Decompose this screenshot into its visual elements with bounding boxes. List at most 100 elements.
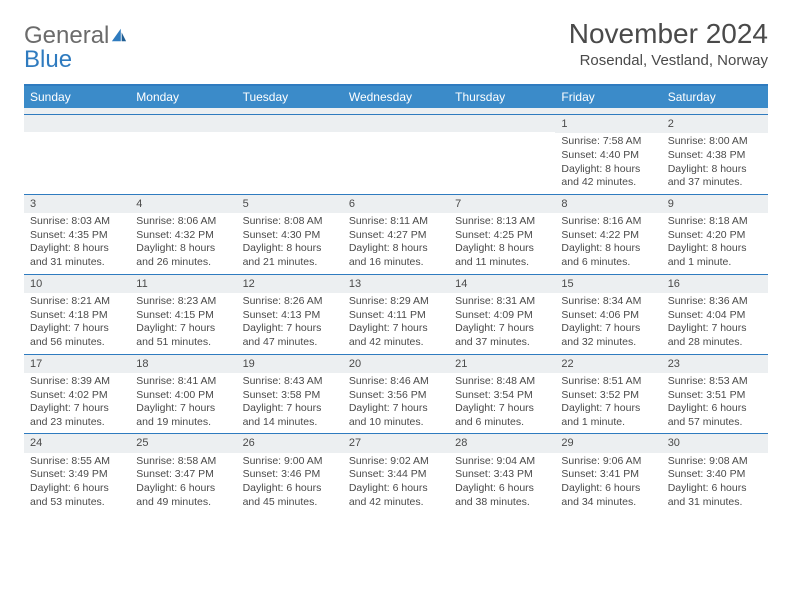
day-cell: 15Sunrise: 8:34 AMSunset: 4:06 PMDayligh… [555,275,661,354]
daylight-text: Daylight: 8 hours and 26 minutes. [136,242,230,269]
day-number: 26 [237,434,343,452]
sunrise-text: Sunrise: 9:08 AM [668,455,762,469]
day-header-row: SundayMondayTuesdayWednesdayThursdayFrid… [24,86,768,108]
day-body: Sunrise: 8:51 AMSunset: 3:52 PMDaylight:… [555,373,661,434]
day-number: 25 [130,434,236,452]
day-cell: 30Sunrise: 9:08 AMSunset: 3:40 PMDayligh… [662,434,768,513]
daylight-text: Daylight: 8 hours and 21 minutes. [243,242,337,269]
day-cell: 26Sunrise: 9:00 AMSunset: 3:46 PMDayligh… [237,434,343,513]
day-number: 21 [449,355,555,373]
sunrise-text: Sunrise: 8:53 AM [668,375,762,389]
daylight-text: Daylight: 7 hours and 28 minutes. [668,322,762,349]
sunset-text: Sunset: 4:18 PM [30,309,124,323]
daylight-text: Daylight: 6 hours and 45 minutes. [243,482,337,509]
sunrise-text: Sunrise: 8:08 AM [243,215,337,229]
sunset-text: Sunset: 4:25 PM [455,229,549,243]
day-number: 15 [555,275,661,293]
sunset-text: Sunset: 4:09 PM [455,309,549,323]
day-cell: 18Sunrise: 8:41 AMSunset: 4:00 PMDayligh… [130,355,236,434]
sunrise-text: Sunrise: 8:39 AM [30,375,124,389]
day-body: Sunrise: 9:06 AMSunset: 3:41 PMDaylight:… [555,453,661,514]
sunset-text: Sunset: 3:43 PM [455,468,549,482]
daylight-text: Daylight: 7 hours and 51 minutes. [136,322,230,349]
day-body: Sunrise: 8:00 AMSunset: 4:38 PMDaylight:… [662,133,768,194]
logo: GeneralBlue [24,18,128,72]
daylight-text: Daylight: 8 hours and 31 minutes. [30,242,124,269]
day-number: 28 [449,434,555,452]
sunset-text: Sunset: 4:04 PM [668,309,762,323]
day-number: 27 [343,434,449,452]
day-header: Friday [555,86,661,108]
daylight-text: Daylight: 7 hours and 56 minutes. [30,322,124,349]
day-cell: 25Sunrise: 8:58 AMSunset: 3:47 PMDayligh… [130,434,236,513]
day-body: Sunrise: 8:53 AMSunset: 3:51 PMDaylight:… [662,373,768,434]
week-row: 10Sunrise: 8:21 AMSunset: 4:18 PMDayligh… [24,274,768,354]
daylight-text: Daylight: 7 hours and 10 minutes. [349,402,443,429]
day-cell: 24Sunrise: 8:55 AMSunset: 3:49 PMDayligh… [24,434,130,513]
sunset-text: Sunset: 3:47 PM [136,468,230,482]
sunrise-text: Sunrise: 8:21 AM [30,295,124,309]
day-number: 29 [555,434,661,452]
day-body: Sunrise: 8:34 AMSunset: 4:06 PMDaylight:… [555,293,661,354]
daylight-text: Daylight: 7 hours and 23 minutes. [30,402,124,429]
sunrise-text: Sunrise: 8:06 AM [136,215,230,229]
sunrise-text: Sunrise: 8:34 AM [561,295,655,309]
sunset-text: Sunset: 3:40 PM [668,468,762,482]
sunset-text: Sunset: 4:06 PM [561,309,655,323]
day-body: Sunrise: 8:41 AMSunset: 4:00 PMDaylight:… [130,373,236,434]
sunset-text: Sunset: 3:49 PM [30,468,124,482]
day-number: 1 [555,115,661,133]
sunrise-text: Sunrise: 8:31 AM [455,295,549,309]
day-number: 9 [662,195,768,213]
day-cell: 11Sunrise: 8:23 AMSunset: 4:15 PMDayligh… [130,275,236,354]
sunset-text: Sunset: 4:32 PM [136,229,230,243]
daylight-text: Daylight: 7 hours and 32 minutes. [561,322,655,349]
sunset-text: Sunset: 3:54 PM [455,389,549,403]
day-cell: 27Sunrise: 9:02 AMSunset: 3:44 PMDayligh… [343,434,449,513]
week-row: 17Sunrise: 8:39 AMSunset: 4:02 PMDayligh… [24,354,768,434]
day-body: Sunrise: 9:02 AMSunset: 3:44 PMDaylight:… [343,453,449,514]
day-cell: 1Sunrise: 7:58 AMSunset: 4:40 PMDaylight… [555,115,661,194]
day-cell: 29Sunrise: 9:06 AMSunset: 3:41 PMDayligh… [555,434,661,513]
sunrise-text: Sunrise: 8:58 AM [136,455,230,469]
sunset-text: Sunset: 4:00 PM [136,389,230,403]
day-body: Sunrise: 8:06 AMSunset: 4:32 PMDaylight:… [130,213,236,274]
daylight-text: Daylight: 8 hours and 11 minutes. [455,242,549,269]
day-cell: 14Sunrise: 8:31 AMSunset: 4:09 PMDayligh… [449,275,555,354]
day-number: 16 [662,275,768,293]
sunrise-text: Sunrise: 8:26 AM [243,295,337,309]
week-row: 24Sunrise: 8:55 AMSunset: 3:49 PMDayligh… [24,433,768,513]
sunset-text: Sunset: 3:44 PM [349,468,443,482]
day-body: Sunrise: 8:55 AMSunset: 3:49 PMDaylight:… [24,453,130,514]
day-body: Sunrise: 8:31 AMSunset: 4:09 PMDaylight:… [449,293,555,354]
sunrise-text: Sunrise: 7:58 AM [561,135,655,149]
day-body: Sunrise: 8:39 AMSunset: 4:02 PMDaylight:… [24,373,130,434]
day-body: Sunrise: 8:08 AMSunset: 4:30 PMDaylight:… [237,213,343,274]
sunrise-text: Sunrise: 8:13 AM [455,215,549,229]
sunset-text: Sunset: 3:46 PM [243,468,337,482]
day-cell: 10Sunrise: 8:21 AMSunset: 4:18 PMDayligh… [24,275,130,354]
title-block: November 2024 Rosendal, Vestland, Norway [569,18,768,69]
sunset-text: Sunset: 4:27 PM [349,229,443,243]
day-cell: 3Sunrise: 8:03 AMSunset: 4:35 PMDaylight… [24,195,130,274]
sunrise-text: Sunrise: 9:04 AM [455,455,549,469]
day-cell: 7Sunrise: 8:13 AMSunset: 4:25 PMDaylight… [449,195,555,274]
daylight-text: Daylight: 8 hours and 6 minutes. [561,242,655,269]
sunrise-text: Sunrise: 8:41 AM [136,375,230,389]
daylight-text: Daylight: 8 hours and 37 minutes. [668,163,762,190]
day-cell [130,115,236,194]
weeks-container: 1Sunrise: 7:58 AMSunset: 4:40 PMDaylight… [24,114,768,513]
day-header: Tuesday [237,86,343,108]
sunrise-text: Sunrise: 9:02 AM [349,455,443,469]
sunset-text: Sunset: 3:58 PM [243,389,337,403]
calendar: SundayMondayTuesdayWednesdayThursdayFrid… [24,84,768,513]
sunset-text: Sunset: 3:56 PM [349,389,443,403]
day-cell: 17Sunrise: 8:39 AMSunset: 4:02 PMDayligh… [24,355,130,434]
daylight-text: Daylight: 6 hours and 34 minutes. [561,482,655,509]
day-body [24,132,130,138]
day-body: Sunrise: 9:00 AMSunset: 3:46 PMDaylight:… [237,453,343,514]
day-cell: 9Sunrise: 8:18 AMSunset: 4:20 PMDaylight… [662,195,768,274]
day-body: Sunrise: 9:04 AMSunset: 3:43 PMDaylight:… [449,453,555,514]
day-body [130,132,236,138]
logo-sail-icon [110,24,128,48]
